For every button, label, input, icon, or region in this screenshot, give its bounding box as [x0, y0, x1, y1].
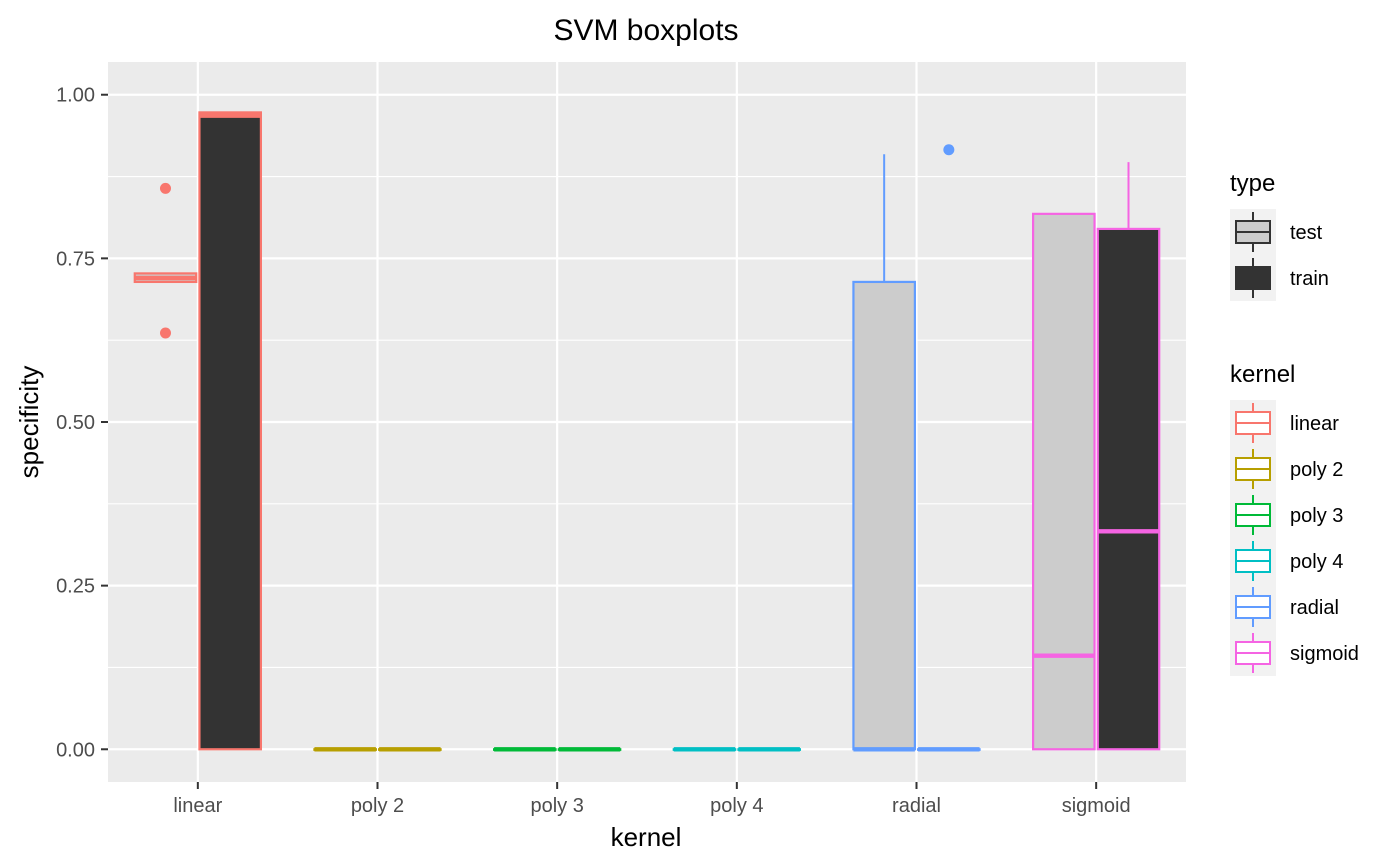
box-poly-2-train — [378, 747, 442, 752]
y-tick-label: 0.00 — [56, 739, 95, 761]
y-tick-label: 1.00 — [56, 85, 95, 107]
legend-kernel-title: kernel — [1230, 361, 1295, 388]
legend-type: type test train — [1230, 170, 1329, 301]
x-tick-label: radial — [892, 795, 941, 817]
outlier-point — [159, 182, 171, 194]
y-axis: 0.00 0.25 0.50 0.75 1.00 — [56, 85, 108, 761]
outlier-point — [943, 144, 955, 156]
legend-kernel-label: sigmoid — [1290, 643, 1359, 665]
box-sigmoid-train — [1096, 162, 1161, 751]
y-axis-title: specificity — [14, 366, 44, 479]
legend-kernel-key-poly-3 — [1230, 492, 1276, 538]
box-radial-test — [852, 154, 916, 752]
legend-type-title: type — [1230, 170, 1275, 197]
legend-kernel: kernel linear poly 2 poly 3 poly 4 radial sig… — [1230, 361, 1359, 676]
legend-type-key-train — [1230, 255, 1276, 301]
box-body — [198, 111, 262, 751]
x-axis-title: kernel — [611, 822, 682, 852]
outlier-point — [159, 327, 171, 339]
chart-title: SVM boxplots — [553, 14, 738, 47]
x-tick-label: poly 3 — [530, 795, 583, 817]
x-axis: linear poly 2 poly 3 poly 4 radial sigmoid — [173, 782, 1131, 817]
legend-kernel-key-linear — [1230, 400, 1276, 446]
box-body — [1096, 227, 1161, 751]
legend-kernel-label: poly 2 — [1290, 459, 1343, 481]
box-body — [852, 280, 916, 751]
y-tick-label: 0.75 — [56, 248, 95, 270]
box-poly-3-train — [557, 747, 622, 752]
legend-kernel-key-poly-4 — [1230, 538, 1276, 584]
y-tick-label: 0.25 — [56, 576, 95, 598]
legend-kernel-label: radial — [1290, 597, 1339, 619]
grid-lines — [108, 62, 1186, 782]
legend-type-label: train — [1290, 268, 1329, 290]
legend-kernel-key-radial — [1230, 584, 1276, 630]
legend-kernel-key-poly-2 — [1230, 446, 1276, 492]
box-poly-4-test — [672, 747, 737, 752]
legend-kernel-label: poly 3 — [1290, 505, 1343, 527]
box-linear-train — [198, 111, 262, 751]
box-body — [1032, 212, 1096, 751]
x-tick-label: poly 2 — [351, 795, 404, 817]
boxes-layer — [133, 111, 1161, 752]
legend-kernel-label: linear — [1290, 413, 1339, 435]
legend-type-label: test — [1290, 222, 1323, 244]
box-poly-2-test — [313, 747, 377, 752]
box-sigmoid-test — [1032, 212, 1096, 751]
box-linear-test — [133, 182, 198, 339]
x-tick-label: sigmoid — [1062, 795, 1131, 817]
box-poly-4-train — [737, 747, 801, 752]
box-poly-3-test — [493, 747, 557, 752]
y-tick-label: 0.50 — [56, 412, 95, 434]
x-tick-label: linear — [173, 795, 222, 817]
box-radial-train — [917, 144, 981, 752]
legend-kernel-label: poly 4 — [1290, 551, 1343, 573]
legend-kernel-key-sigmoid — [1230, 630, 1276, 676]
legend-type-key-test — [1230, 209, 1276, 255]
x-tick-label: poly 4 — [710, 795, 763, 817]
